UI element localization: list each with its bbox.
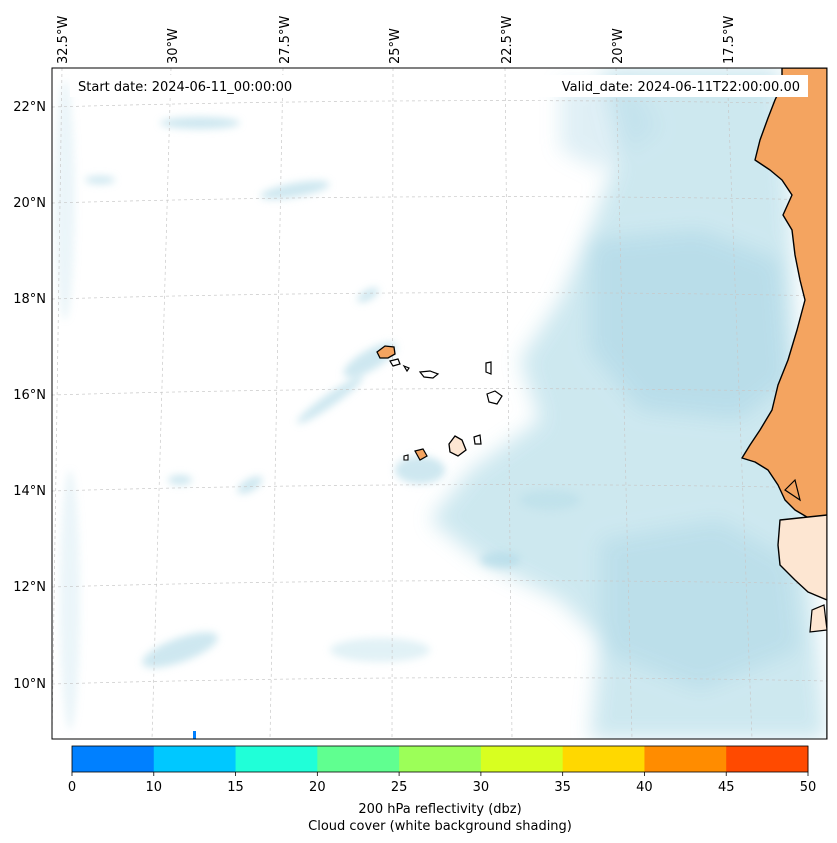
- lon-label-17-5w: 17.5°W: [722, 16, 737, 64]
- colorbar-tick-label: 35: [554, 780, 571, 795]
- colorbar-bins: [72, 746, 809, 772]
- cloud-cover-shading: [55, 68, 827, 739]
- colorbar-sublabel: Cloud cover (white background shading): [308, 819, 572, 834]
- colorbar-bin-20-25: [317, 746, 400, 772]
- colorbar-bin-25-30: [399, 746, 482, 772]
- longitude-labels: 32.5°W 30°W 27.5°W 25°W 22.5°W 20°W 17.5…: [56, 16, 737, 64]
- lat-label-14n: 14°N: [13, 484, 46, 499]
- lon-label-20w: 20°W: [611, 28, 626, 64]
- colorbar-bin-0-10: [72, 746, 155, 772]
- start-date-text: Start date: 2024-06-11_00:00:00: [78, 80, 292, 95]
- mainland-africa: [741, 68, 827, 739]
- lat-label-18n: 18°N: [13, 292, 46, 307]
- lon-label-32-5w: 32.5°W: [56, 16, 71, 64]
- colorbar-tick-label: 50: [800, 780, 817, 795]
- map-panel: Start date: 2024-06-11_00:00:00 Valid_da…: [52, 68, 827, 739]
- lon-label-22-5w: 22.5°W: [500, 16, 515, 64]
- valid-date-text: Valid_date: 2024-06-11T22:00:00.00: [562, 80, 800, 95]
- colorbar-bin-30-35: [480, 746, 564, 772]
- colorbar-label: 200 hPa reflectivity (dbz): [358, 802, 521, 817]
- map-frame: [51, 67, 828, 740]
- colorbar-tick-label: 30: [473, 780, 490, 795]
- lat-label-12n: 12°N: [13, 580, 46, 595]
- colorbar-tick-label: 25: [391, 780, 408, 795]
- colorbar-tick-label: 10: [146, 780, 163, 795]
- colorbar-tick-label: 40: [636, 780, 653, 795]
- lat-label-20n: 20°N: [13, 196, 46, 211]
- lon-label-25w: 25°W: [388, 28, 403, 64]
- lat-label-10n: 10°N: [13, 677, 46, 692]
- start-date-stamp: Start date: 2024-06-11_00:00:00: [70, 75, 314, 97]
- colorbar-bin-10-15: [153, 746, 237, 772]
- valid-date-stamp: Valid_date: 2024-06-11T22:00:00.00: [538, 75, 808, 97]
- colorbar-bin-45-50: [726, 746, 809, 772]
- colorbar-ticks: 0 10 15 20 25 30 35 40 45 50: [68, 772, 816, 795]
- colorbar-bin-40-45: [644, 746, 727, 772]
- colorbar-tick-label: 45: [718, 780, 735, 795]
- colorbar-tick-label: 20: [309, 780, 326, 795]
- colorbar: 0 10 15 20 25 30 35 40 45 50 200 hPa reflectivity…: [68, 745, 816, 834]
- lon-label-30w: 30°W: [166, 28, 181, 64]
- map-gridlines: [52, 68, 827, 739]
- lon-label-27-5w: 27.5°W: [278, 16, 293, 64]
- latitude-labels: 22°N 20°N 18°N 16°N 14°N 12°N 10°N: [13, 100, 46, 692]
- colorbar-tick-label: 15: [227, 780, 244, 795]
- lat-label-16n: 16°N: [13, 388, 46, 403]
- colorbar-frame: [71, 745, 809, 773]
- colorbar-tick-label: 0: [68, 780, 76, 795]
- colorbar-bin-15-20: [235, 746, 318, 772]
- colorbar-bin-35-40: [562, 746, 645, 772]
- cabo-verde-islands: [376, 345, 503, 461]
- lat-label-22n: 22°N: [13, 100, 46, 115]
- reflectivity-echo: [193, 731, 196, 739]
